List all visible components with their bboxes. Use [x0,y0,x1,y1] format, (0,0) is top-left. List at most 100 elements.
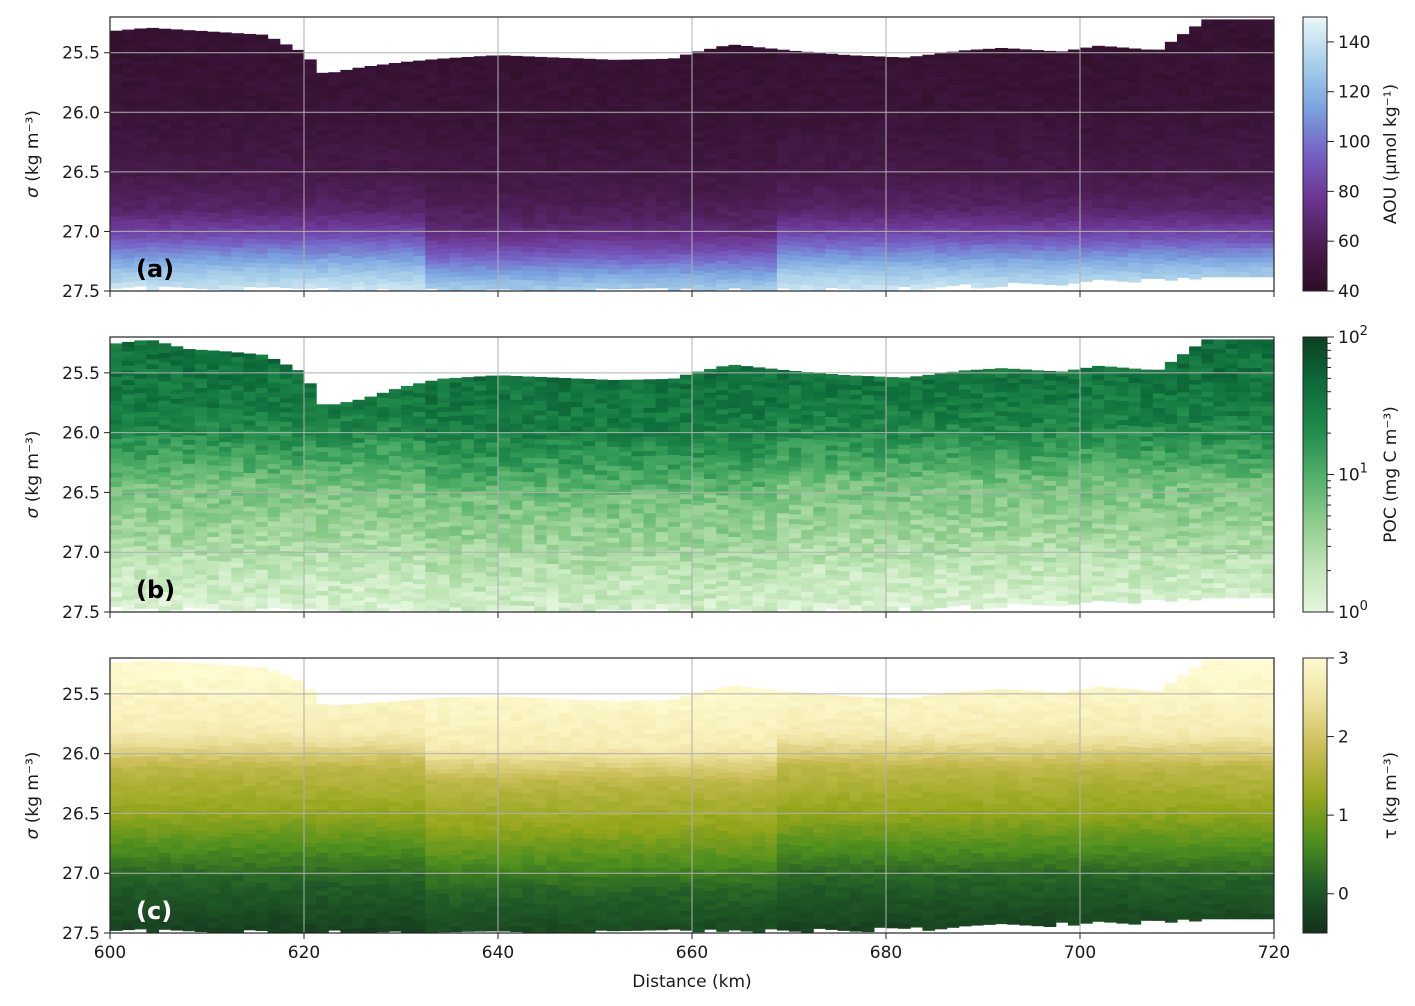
heatmap-cell [1116,142,1130,149]
heatmap-cell [825,153,839,160]
heatmap-cell [776,264,790,270]
heatmap-cell [1031,140,1045,147]
heatmap-cell [158,152,172,158]
heatmap-cell [279,96,293,103]
heatmap-cell [110,563,123,569]
heatmap-cell [922,126,936,132]
heatmap-cell [595,192,608,199]
heatmap-cell [1249,162,1263,168]
heatmap-cell [425,259,438,265]
heatmap-cell [1177,243,1190,250]
heatmap-cell [983,196,996,202]
heatmap-cell [970,159,984,165]
heatmap-cell [764,81,778,88]
heatmap-cell [388,282,402,288]
heatmap-cell [764,115,778,121]
heatmap-cell [1104,94,1117,100]
heatmap-cell [825,258,839,265]
heatmap-cell [267,148,281,154]
heatmap-cell [1201,271,1214,278]
heatmap-cell [461,157,475,163]
heatmap-cell [388,91,402,97]
heatmap-cell [1152,78,1166,84]
heatmap-cell [1055,75,1069,81]
heatmap-cell [619,135,632,142]
heatmap-cell [207,246,220,252]
heatmap-cell [1104,141,1117,148]
heatmap-cell [582,163,596,170]
heatmap-cell [364,70,378,77]
heatmap-cell [983,139,996,145]
heatmap-cell [134,128,147,134]
heatmap-cell [498,64,511,71]
heatmap-cell [922,83,936,89]
heatmap-cell [231,85,244,91]
heatmap-cell [194,235,208,242]
heatmap-cell [886,85,899,91]
heatmap-cell [170,248,184,254]
heatmap-cell [1201,81,1214,87]
heatmap-cell [740,84,754,90]
heatmap-cell [582,144,596,150]
heatmap-cell [182,206,196,212]
heatmap-cell [1261,157,1274,163]
heatmap-cell [1092,88,1105,95]
heatmap-cell [934,158,948,164]
heatmap-cell [1177,148,1190,154]
heatmap-cell [1140,259,1154,265]
heatmap-cell [570,63,584,69]
heatmap-cell [122,442,135,448]
heatmap-cell [1237,238,1251,244]
heatmap-cell [1201,119,1214,125]
heatmap-cell [667,115,681,121]
heatmap-cell [401,280,414,287]
heatmap-cell [898,195,911,201]
heatmap-cell [958,83,972,89]
heatmap-cell [473,61,487,67]
heatmap-cell [134,95,147,101]
heatmap-cell [558,272,572,278]
heatmap-cell [255,39,269,45]
heatmap-cell [1237,167,1251,173]
heatmap-cell [522,251,535,258]
heatmap-cell [946,151,960,158]
heatmap-cell [134,209,147,215]
heatmap-cell [934,248,948,254]
heatmap-cell [886,61,899,68]
heatmap-cell [1067,159,1081,165]
heatmap-cell [255,96,269,102]
heatmap-cell [1031,197,1045,204]
heatmap-cell [352,72,366,78]
heatmap-cell [1043,98,1057,104]
heatmap-cell [1031,240,1045,247]
heatmap-cell [934,129,948,135]
heatmap-cell [886,242,899,249]
heatmap-cell [316,134,329,141]
heatmap-cell [922,273,936,280]
heatmap-cell [776,130,790,137]
heatmap-cell [425,221,438,227]
heatmap-cell [122,139,135,145]
heatmap-cell [776,245,790,251]
heatmap-cell [364,175,378,181]
heatmap-cell [995,257,1008,264]
heatmap-cell [958,198,972,204]
heatmap-cell [1249,81,1263,87]
heatmap-cell [570,144,584,150]
heatmap-cell [413,241,426,248]
heatmap-cell [1189,221,1202,228]
heatmap-cell [837,154,851,161]
heatmap-cell [679,273,693,280]
heatmap-cell [122,437,135,443]
heatmap-cell [946,147,960,153]
heatmap-cell [473,161,487,167]
heatmap-cell [522,127,535,134]
heatmap-cell [522,232,535,239]
heatmap-cell [1116,157,1130,163]
heatmap-cell [1140,68,1154,74]
heatmap-cell [849,112,863,119]
heatmap-cell [231,47,244,53]
heatmap-cell [437,263,451,269]
heatmap-cell [243,138,257,145]
heatmap-cell [1213,186,1227,192]
